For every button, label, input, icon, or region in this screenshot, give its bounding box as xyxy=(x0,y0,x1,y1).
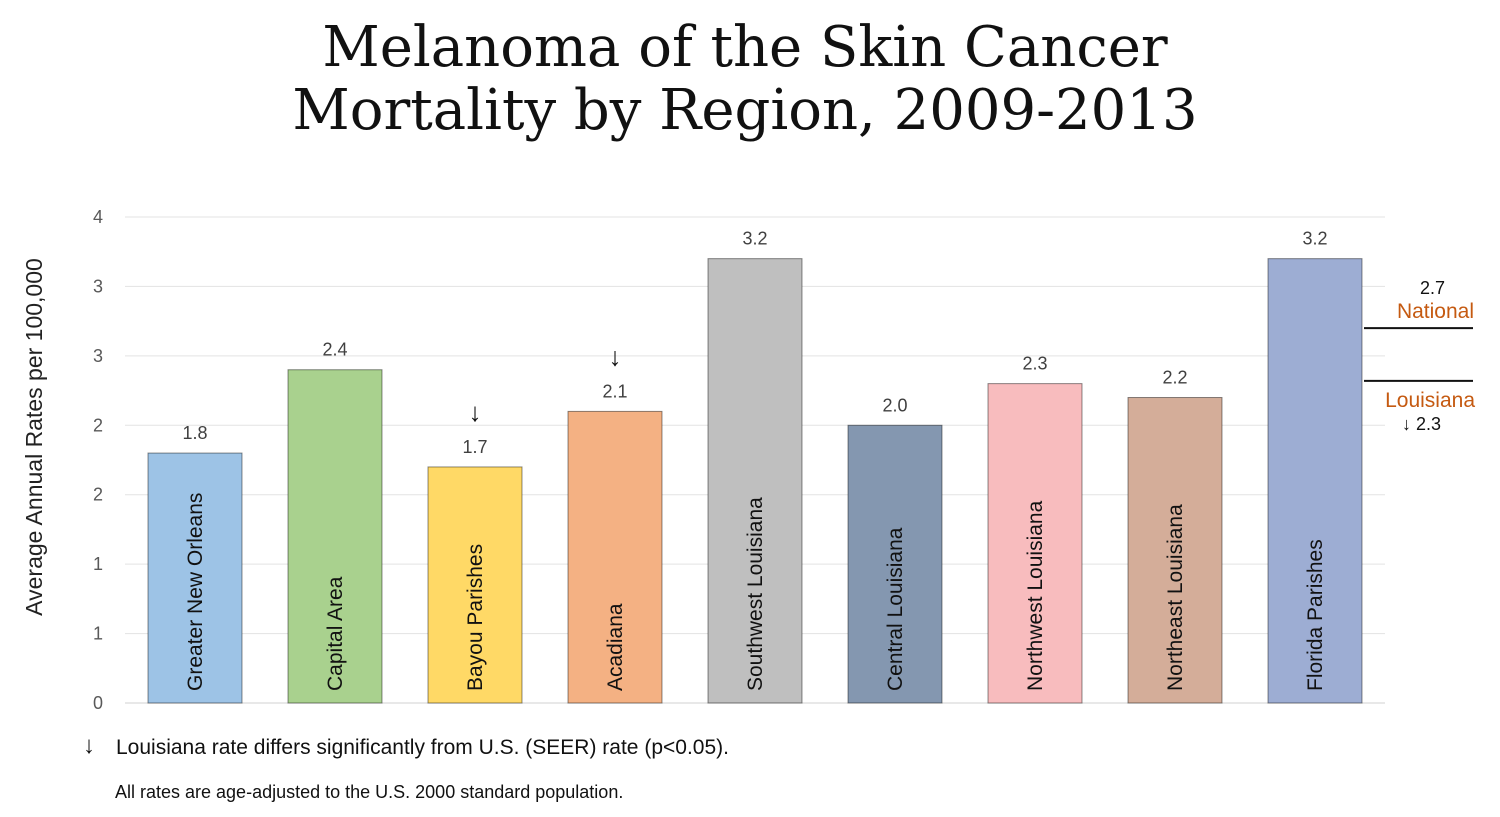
chart-title-line-1: Melanoma of the Skin Cancer xyxy=(322,15,1167,80)
significance-arrow: ↓ xyxy=(609,341,622,371)
bar-category-label: Bayou Parishes xyxy=(464,544,487,691)
bar-value-label: 3.2 xyxy=(742,229,767,249)
bar xyxy=(287,369,383,704)
bar-category-label: Greater New Orleans xyxy=(184,493,207,691)
y-tick-label: 1 xyxy=(93,624,103,644)
y-tick-label: 4 xyxy=(93,207,103,227)
bars: 1.8 Greater New Orleans 2.4 Capital Area 1.7… xyxy=(147,229,1363,704)
reference-value-label: 2.7 xyxy=(1420,278,1445,298)
bar-category-label: Southwest Louisiana xyxy=(744,497,767,691)
y-tick-label: 3 xyxy=(93,276,103,296)
bar-category-label: Florida Parishes xyxy=(1304,539,1327,691)
bar-value-label: 3.2 xyxy=(1302,229,1327,249)
bar-category-label: Capital Area xyxy=(324,576,347,691)
bar-value-label: 2.2 xyxy=(1162,368,1187,388)
significance-arrow: ↓ xyxy=(469,397,482,427)
bar xyxy=(1127,397,1223,704)
bar-category-label: Acadiana xyxy=(604,603,627,691)
bar xyxy=(1267,258,1363,704)
y-axis-label: Average Annual Rates per 100,000 xyxy=(21,258,47,616)
reference-name-label: Louisiana xyxy=(1385,389,1475,412)
bar-category-label: Northeast Louisiana xyxy=(1164,504,1187,691)
chart-title-line-2: Mortality by Region, 2009-2013 xyxy=(292,78,1197,143)
bar xyxy=(567,410,663,704)
y-tick-label: 2 xyxy=(93,485,103,505)
significance-legend-arrow: ↓ xyxy=(83,732,95,759)
bar-value-label: 2.4 xyxy=(322,340,347,360)
y-tick-label: 2 xyxy=(93,415,103,435)
footnote-age-adjusted: All rates are age-adjusted to the U.S. 2… xyxy=(115,782,623,802)
bar-value-label: 1.8 xyxy=(182,423,207,443)
bar xyxy=(707,258,803,704)
bar-category-label: Northwest Louisiana xyxy=(1024,500,1047,691)
bar xyxy=(987,383,1083,704)
bar-value-label: 2.1 xyxy=(602,381,627,401)
bar-category-label: Central Louisiana xyxy=(884,527,907,691)
y-axis-ticks: 0 1 1 2 2 3 3 4 xyxy=(93,207,103,713)
bar-value-label: 2.0 xyxy=(882,395,907,415)
bar xyxy=(427,466,523,704)
y-tick-label: 3 xyxy=(93,346,103,366)
reference-name-label: National xyxy=(1397,300,1474,323)
footnote-significance: Louisiana rate differs significantly fro… xyxy=(116,736,729,759)
y-tick-label: 1 xyxy=(93,554,103,574)
bar-value-label: 2.3 xyxy=(1022,354,1047,374)
reference-value-label: ↓ 2.3 xyxy=(1402,414,1441,434)
bar-value-label: 1.7 xyxy=(462,437,487,457)
bar xyxy=(847,424,943,704)
y-tick-label: 0 xyxy=(93,693,103,713)
bar xyxy=(147,452,243,704)
